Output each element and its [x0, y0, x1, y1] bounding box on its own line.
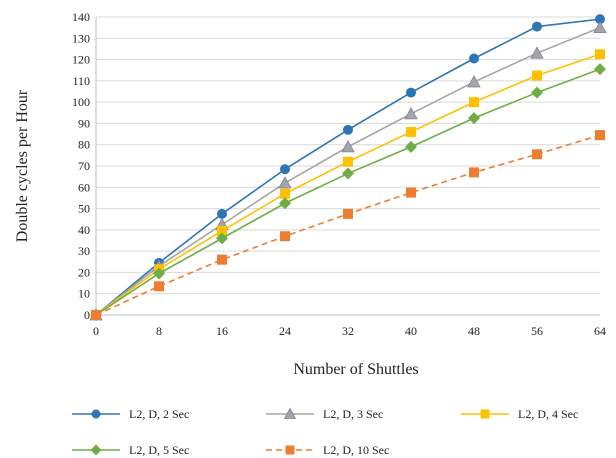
legend-item-l2-d-3-sec: L2, D, 3 Sec [266, 407, 383, 421]
data-point [406, 87, 416, 98]
legend-item-l2-d-5-sec: L2, D, 5 Sec [72, 443, 189, 457]
data-point [217, 225, 227, 236]
data-point [406, 126, 416, 137]
legend-marker [91, 409, 101, 419]
legend-label: L2, D, 4 Sec [518, 407, 578, 421]
legend-item-l2-d-10-sec: L2, D, 10 Sec [266, 443, 389, 457]
data-point [280, 231, 290, 242]
series-lines [89, 14, 607, 321]
x-tick-label: 32 [342, 324, 354, 338]
data-point [153, 267, 165, 280]
y-tick-label: 120 [72, 53, 90, 67]
legend-marker [90, 444, 102, 456]
x-tick-label: 40 [405, 324, 417, 338]
gridlines [96, 16, 600, 295]
data-point [342, 167, 354, 180]
data-point [594, 63, 606, 76]
data-point [532, 21, 542, 32]
y-tick-label: 90 [78, 116, 90, 130]
data-point [469, 53, 479, 64]
y-tick-label: 60 [78, 180, 90, 194]
legend-marker [285, 445, 295, 455]
data-point [532, 149, 542, 160]
legend-marker [480, 409, 490, 419]
legend-label: L2, D, 3 Sec [323, 407, 383, 421]
y-tick-label: 130 [72, 31, 90, 45]
data-point [467, 75, 481, 88]
x-tick-label: 8 [156, 324, 162, 338]
data-point [468, 112, 480, 125]
y-tick-label: 50 [78, 202, 90, 216]
series-line [95, 53, 601, 316]
series-line [95, 18, 601, 316]
y-tick-label: 10 [78, 287, 90, 301]
data-point [593, 20, 607, 34]
y-axis-title: Double cycles per Hour [14, 89, 31, 242]
data-point [343, 208, 353, 219]
data-point [531, 86, 543, 99]
y-tick-label: 110 [72, 74, 90, 88]
data-point [217, 208, 227, 219]
x-axis-title: Number of Shuttles [293, 361, 418, 378]
x-tick-label: 64 [594, 324, 606, 338]
data-point [341, 140, 355, 153]
x-tick-label: 24 [279, 324, 291, 338]
data-point [279, 197, 291, 210]
data-point [595, 49, 605, 60]
y-tick-label: 140 [72, 10, 90, 24]
data-point [595, 14, 605, 25]
data-point [532, 70, 542, 81]
legend-item-l2-d-2-sec: L2, D, 2 Sec [72, 407, 189, 421]
data-point [404, 107, 418, 120]
y-tick-label: 40 [78, 223, 90, 237]
data-point [343, 124, 353, 135]
data-point [217, 254, 227, 265]
series-l2-d-5-sec [90, 63, 606, 321]
legend-item-l2-d-4-sec: L2, D, 4 Sec [461, 407, 578, 421]
legend-label: L2, D, 10 Sec [323, 443, 389, 457]
data-point [280, 188, 290, 199]
x-tick-label: 48 [468, 324, 480, 338]
x-tick-label: 16 [216, 324, 228, 338]
y-tick-label: 100 [72, 95, 90, 109]
series-l2-d-4-sec [91, 49, 605, 320]
data-point [595, 130, 605, 141]
data-point [91, 310, 101, 320]
data-point [406, 187, 416, 198]
data-point [405, 140, 417, 153]
data-point [469, 167, 479, 178]
series-line [95, 68, 601, 316]
y-tick-label: 80 [78, 138, 90, 152]
legend-marker [283, 407, 297, 419]
data-point [530, 46, 544, 59]
x-tick-label: 0 [93, 324, 99, 338]
data-point [278, 176, 292, 189]
tick-labels: 0 10 20 30 40 50 60 70 80 90 100 110 120 130 140 0 8 16 24… [72, 10, 606, 338]
data-point [469, 97, 479, 108]
data-point [216, 232, 228, 245]
axes [95, 17, 600, 316]
legend-label: L2, D, 5 Sec [129, 443, 189, 457]
legend-label: L2, D, 2 Sec [129, 407, 189, 421]
series-l2-d-10-sec [91, 130, 605, 320]
data-point [154, 281, 164, 292]
y-tick-label: 70 [78, 159, 90, 173]
y-tick-label: 30 [78, 244, 90, 258]
legend: L2, D, 2 Sec L2, D, 3 Sec L2, D, 4 Sec L2, … [72, 407, 578, 457]
data-point [280, 164, 290, 175]
x-tick-label: 56 [531, 324, 543, 338]
data-point [343, 156, 353, 167]
y-tick-label: 0 [84, 308, 90, 322]
y-tick-label: 20 [78, 265, 90, 279]
